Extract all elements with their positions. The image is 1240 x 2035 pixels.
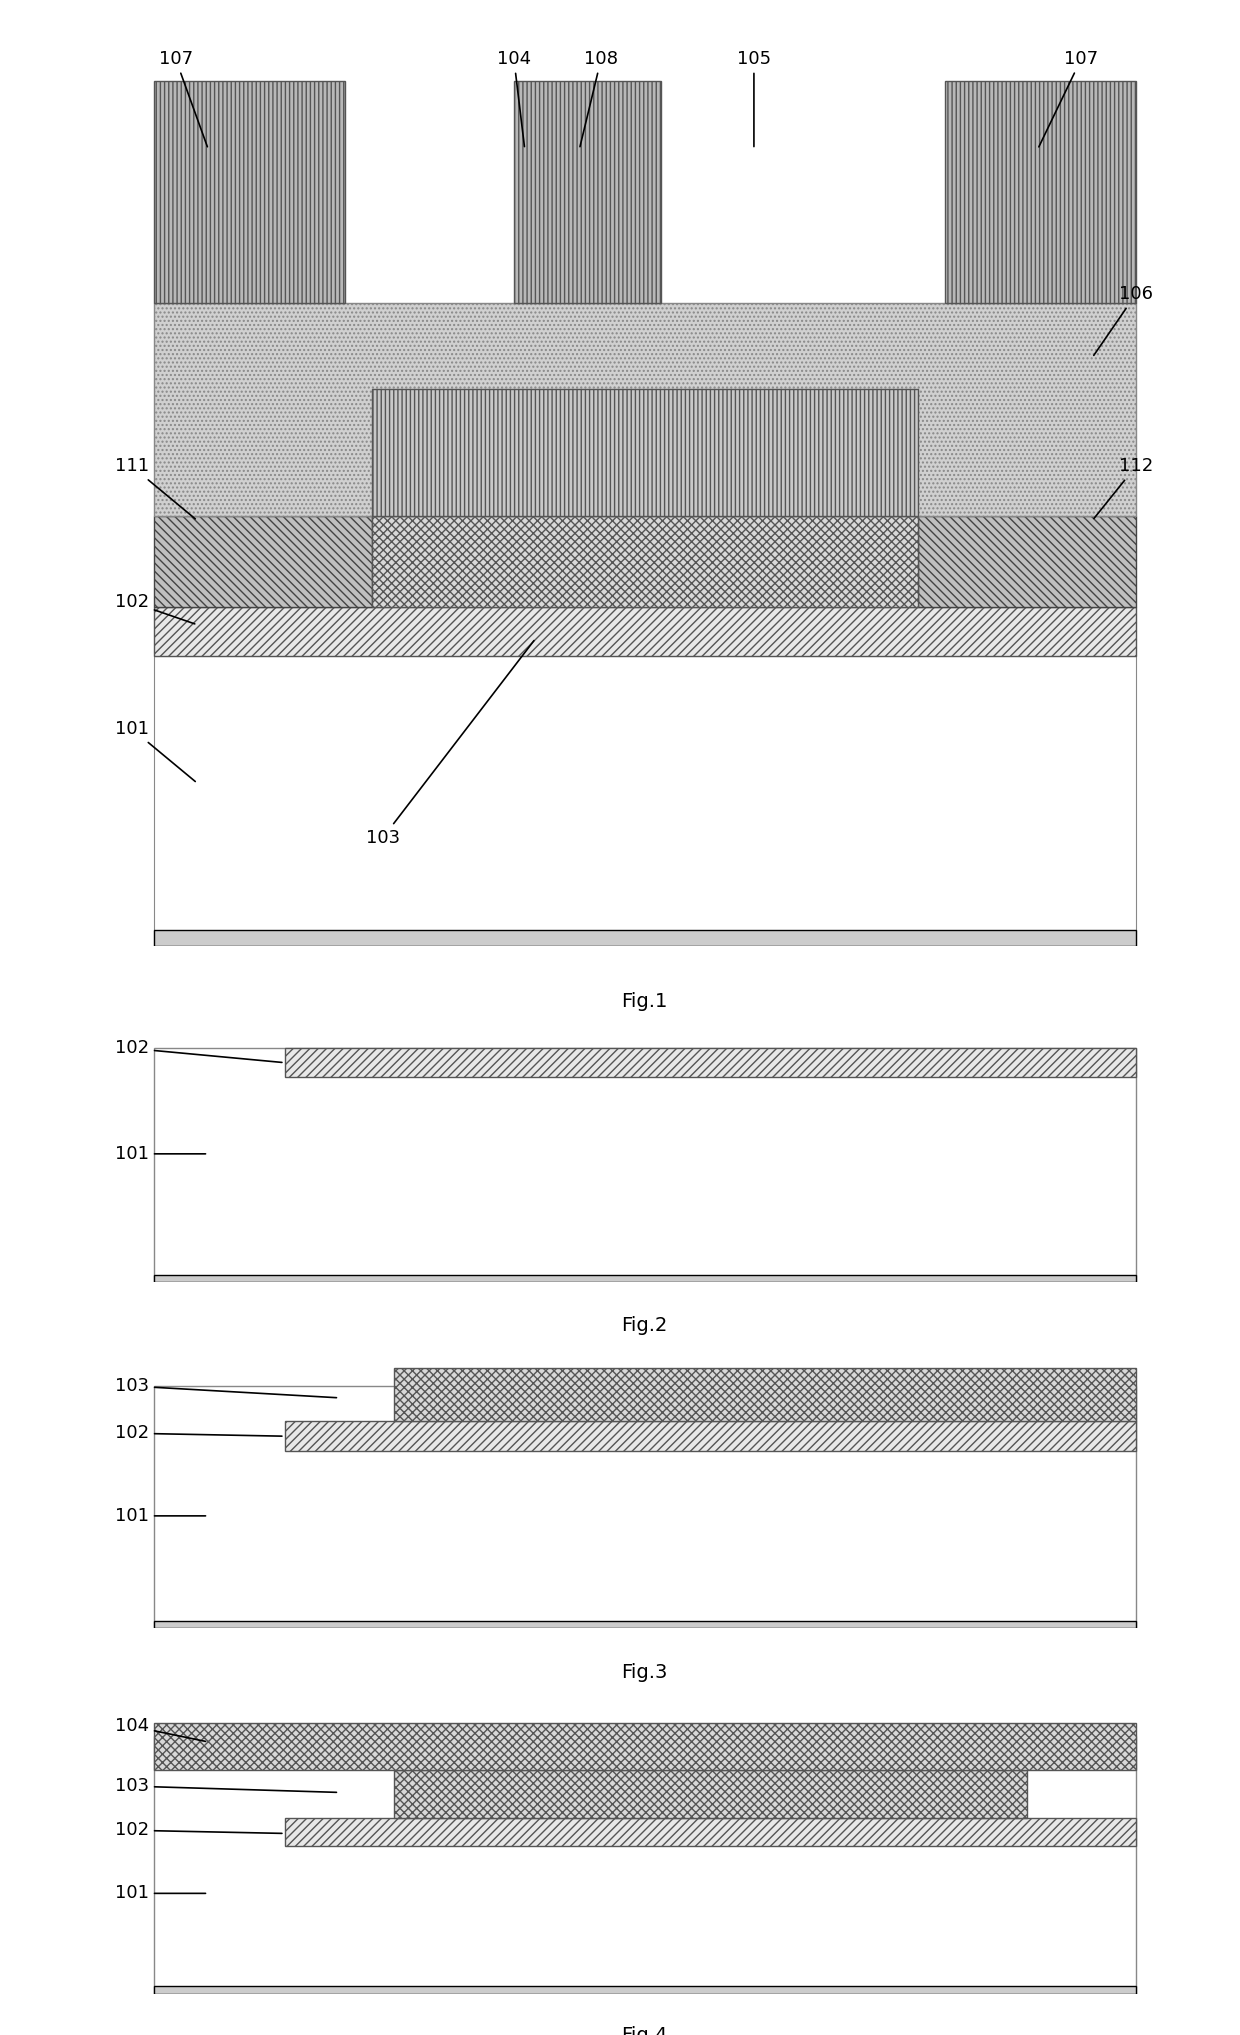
Bar [154,930,1136,946]
Bar [154,81,345,303]
Text: 101: 101 [115,1146,206,1162]
Bar [154,1274,1136,1282]
Text: Fig.1: Fig.1 [621,991,668,1011]
Bar [945,81,1136,303]
Bar [918,517,1136,606]
Bar [154,1736,1136,1994]
Text: Fig.4: Fig.4 [621,2027,668,2035]
Bar [285,1048,1136,1077]
Text: 112: 112 [1094,458,1153,519]
Text: 101: 101 [115,1884,206,1903]
Text: 107: 107 [159,49,207,147]
Bar [372,389,918,517]
Bar [154,1048,1136,1282]
Bar [394,1770,1027,1817]
Text: 104: 104 [497,49,531,147]
Bar [394,1368,1136,1420]
Text: Fig.3: Fig.3 [621,1663,668,1683]
Text: 103: 103 [115,1378,336,1398]
Bar [285,1817,1136,1846]
Bar [154,303,1136,517]
Text: 102: 102 [115,1040,281,1062]
Text: 102: 102 [115,592,195,625]
Bar [154,1986,1136,1994]
Text: 102: 102 [115,1424,281,1443]
Text: 107: 107 [1039,49,1099,147]
Bar [154,517,372,606]
Text: 103: 103 [115,1777,336,1795]
Text: 101: 101 [115,720,195,781]
Text: 111: 111 [115,458,195,519]
Text: Fig.2: Fig.2 [621,1317,668,1335]
Text: 106: 106 [1094,285,1153,356]
Text: 104: 104 [115,1718,206,1742]
Text: 108: 108 [580,49,619,147]
Bar [285,1420,1136,1451]
Bar [154,1620,1136,1628]
Bar [154,657,1136,946]
Text: 101: 101 [115,1506,206,1524]
Bar [154,606,1136,657]
Bar [513,81,661,303]
Text: 102: 102 [115,1821,281,1840]
Bar [154,1386,1136,1628]
Text: 105: 105 [737,49,771,147]
Bar [372,517,918,606]
Text: 103: 103 [366,641,534,847]
Bar [154,1724,1136,1770]
